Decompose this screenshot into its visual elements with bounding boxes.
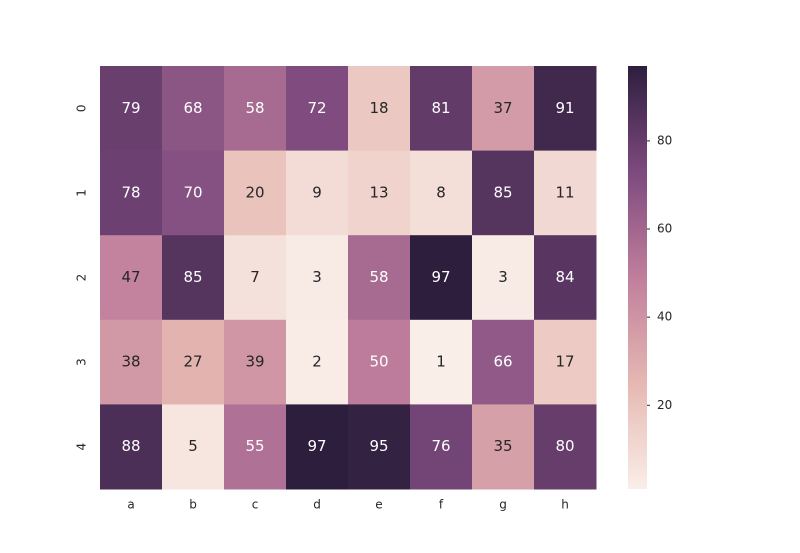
cell bbox=[100, 150, 163, 236]
cell bbox=[348, 150, 411, 236]
y-tick-label: 3 bbox=[75, 358, 89, 366]
cell bbox=[472, 404, 535, 490]
cell-label: 11 bbox=[555, 183, 574, 201]
cell-label: 80 bbox=[555, 437, 574, 455]
cell-label: 58 bbox=[369, 268, 388, 286]
colorbar-tick-label: 40 bbox=[657, 310, 672, 324]
cell bbox=[162, 150, 225, 236]
cell bbox=[286, 404, 349, 490]
cell bbox=[224, 404, 287, 490]
x-tick-label: b bbox=[189, 498, 197, 512]
cell-label: 39 bbox=[245, 353, 264, 371]
cell-label: 95 bbox=[369, 437, 388, 455]
x-tick-label: g bbox=[499, 498, 507, 512]
cell-label: 13 bbox=[369, 183, 388, 201]
cell bbox=[100, 319, 163, 405]
cell bbox=[286, 319, 349, 405]
cell-label: 70 bbox=[183, 183, 202, 201]
x-tick-label: a bbox=[127, 498, 134, 512]
cell bbox=[534, 150, 597, 236]
cell-label: 72 bbox=[307, 99, 326, 117]
cell bbox=[534, 404, 597, 490]
cell bbox=[100, 66, 163, 152]
cell-label: 35 bbox=[493, 437, 512, 455]
x-tick-label: c bbox=[252, 498, 259, 512]
cell-label: 7 bbox=[250, 268, 260, 286]
x-tick-label: d bbox=[313, 498, 321, 512]
cell bbox=[286, 150, 349, 236]
cell-label: 58 bbox=[245, 99, 264, 117]
colorbar-tick-label: 60 bbox=[657, 222, 672, 236]
x-tick-label: f bbox=[439, 498, 444, 512]
cell-label: 97 bbox=[431, 268, 450, 286]
cell bbox=[472, 66, 535, 152]
cell-label: 50 bbox=[369, 353, 388, 371]
cell bbox=[348, 404, 411, 490]
cell-label: 79 bbox=[121, 99, 140, 117]
y-tick-label: 1 bbox=[75, 189, 89, 197]
cell-label: 84 bbox=[555, 268, 574, 286]
cell bbox=[534, 319, 597, 405]
cell bbox=[224, 235, 287, 321]
cell bbox=[348, 319, 411, 405]
cell-label: 1 bbox=[436, 353, 446, 371]
cell-label: 8 bbox=[436, 183, 446, 201]
cell-label: 2 bbox=[312, 353, 322, 371]
cell-label: 88 bbox=[121, 437, 140, 455]
y-tick-label: 4 bbox=[75, 443, 89, 451]
cell-label: 18 bbox=[369, 99, 388, 117]
cell-label: 91 bbox=[555, 99, 574, 117]
y-tick-label: 0 bbox=[75, 104, 89, 112]
x-tick-label: h bbox=[561, 498, 569, 512]
cell-label: 37 bbox=[493, 99, 512, 117]
cell bbox=[100, 404, 163, 490]
cell bbox=[472, 319, 535, 405]
cell bbox=[100, 235, 163, 321]
cell bbox=[162, 235, 225, 321]
cell-label: 27 bbox=[183, 353, 202, 371]
cell-label: 5 bbox=[188, 437, 198, 455]
cell bbox=[472, 235, 535, 321]
cell-label: 81 bbox=[431, 99, 450, 117]
cell-label: 20 bbox=[245, 183, 264, 201]
cell bbox=[410, 235, 473, 321]
cell bbox=[410, 404, 473, 490]
cell-label: 85 bbox=[493, 183, 512, 201]
cell bbox=[286, 66, 349, 152]
cell-label: 38 bbox=[121, 353, 140, 371]
cell-label: 78 bbox=[121, 183, 140, 201]
cell bbox=[162, 404, 225, 490]
colorbar-tick-label: 80 bbox=[657, 133, 672, 147]
cell bbox=[224, 150, 287, 236]
y-tick-label: 2 bbox=[75, 274, 89, 282]
cell bbox=[534, 235, 597, 321]
cell bbox=[286, 235, 349, 321]
colorbar bbox=[628, 66, 647, 489]
cell-label: 9 bbox=[312, 183, 322, 201]
colorbar-tick-label: 20 bbox=[657, 398, 672, 412]
cell-label: 68 bbox=[183, 99, 202, 117]
cell-label: 47 bbox=[121, 268, 140, 286]
cell bbox=[410, 66, 473, 152]
cell bbox=[162, 66, 225, 152]
cell bbox=[410, 150, 473, 236]
cell bbox=[224, 66, 287, 152]
cell bbox=[410, 319, 473, 405]
cell-label: 3 bbox=[312, 268, 322, 286]
cell-label: 66 bbox=[493, 353, 512, 371]
cell bbox=[348, 235, 411, 321]
cell-label: 85 bbox=[183, 268, 202, 286]
cell-label: 97 bbox=[307, 437, 326, 455]
cell-label: 76 bbox=[431, 437, 450, 455]
cell bbox=[162, 319, 225, 405]
x-tick-label: e bbox=[375, 498, 382, 512]
cell bbox=[534, 66, 597, 152]
cell-label: 17 bbox=[555, 353, 574, 371]
cell bbox=[224, 319, 287, 405]
cell bbox=[348, 66, 411, 152]
cell bbox=[472, 150, 535, 236]
cell-label: 3 bbox=[498, 268, 508, 286]
cell-label: 55 bbox=[245, 437, 264, 455]
